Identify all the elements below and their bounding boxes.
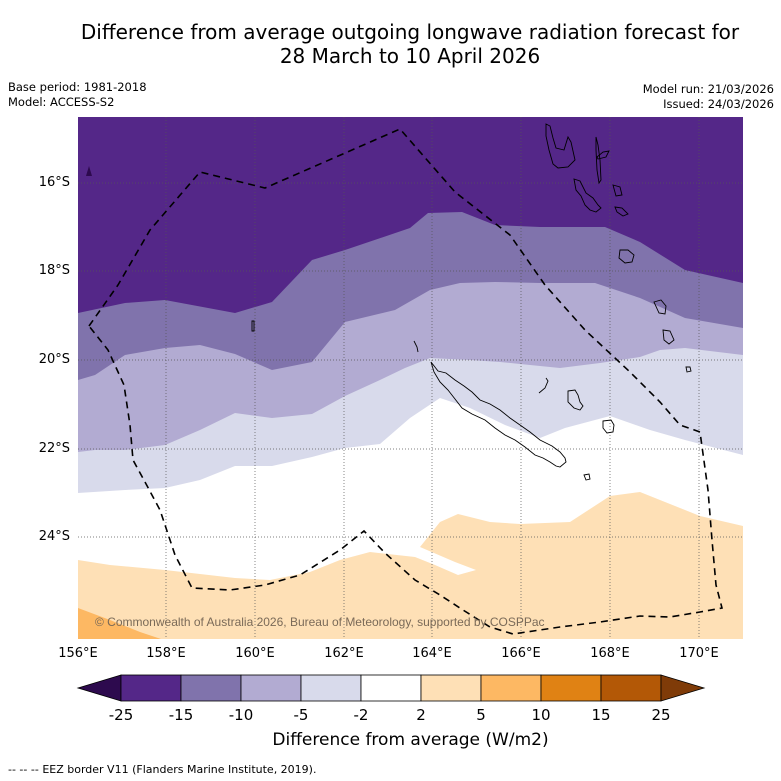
map-plot-area: © Commonwealth of Australia 2026, Bureau… [78, 117, 743, 639]
meta-left: Base period: 1981-2018 Model: ACCESS-S2 [8, 80, 147, 110]
lat-tick-label: 20°S [38, 352, 70, 367]
model-name: Model: ACCESS-S2 [8, 95, 115, 109]
lon-tick-label: 156°E [58, 646, 98, 661]
coastline-ouvea [538, 377, 549, 394]
footer-legend: -- -- -- EEZ border V11 (Flanders Marine… [8, 763, 316, 776]
map-copyright: © Commonwealth of Australia 2026, Bureau… [95, 615, 545, 629]
colorbar-bin-pos5-pos10 [480, 674, 542, 702]
issued-date: Issued: 24/03/2026 [663, 97, 774, 111]
colorbar-tick-label: -5 [293, 706, 309, 724]
lon-tick-label: 166°E [501, 646, 541, 661]
eez-border [88, 128, 723, 635]
colorbar-label: Difference from average (W/m2) [272, 730, 549, 750]
coastline-small-island [251, 320, 255, 332]
anomaly-band-pos5-pos10 [78, 608, 161, 639]
eez-legend-text: EEZ border V11 (Flanders Marine Institut… [42, 763, 317, 776]
coastline-pentecost [612, 184, 623, 197]
colorbar-tick-label: -10 [228, 706, 254, 724]
base-period: Base period: 1981-2018 [8, 80, 147, 94]
lon-tick-label: 170°E [679, 646, 719, 661]
colorbar-extend-high [660, 674, 706, 702]
title-line-1: Difference from average outgoing longwav… [80, 20, 740, 44]
coastline-belep [413, 340, 419, 353]
colorbar-tick-label: 2 [416, 706, 426, 724]
anomaly-band-pos2-pos5 [78, 492, 743, 639]
coastline-maewo [595, 136, 602, 185]
coastlines [251, 123, 692, 481]
lon-tick-label: 158°E [146, 646, 186, 661]
coastline-espiritu-santo [545, 123, 576, 169]
lon-tick-label: 162°E [324, 646, 364, 661]
coastline-tanna [662, 329, 675, 345]
colorbar-extend-low [76, 674, 122, 702]
graticule [78, 117, 743, 639]
colorbar-bin-neg10-neg5 [240, 674, 302, 702]
lat-tick-label: 16°S [38, 175, 70, 190]
coastline-malekula [573, 178, 602, 213]
lat-tick-label: 18°S [38, 263, 70, 278]
colorbar-tick-label: -25 [108, 706, 134, 724]
colorbar-tick-label: -15 [168, 706, 194, 724]
coastline-erromango [653, 299, 667, 315]
lon-tick-label: 168°E [590, 646, 630, 661]
coastline-new-caledonia [430, 361, 567, 468]
colorbar-tick-label: 5 [476, 706, 486, 724]
coastline-mare [602, 419, 615, 434]
colorbar [76, 674, 706, 702]
lat-tick-label: 24°S [38, 529, 70, 544]
coastline-aneityum [685, 366, 692, 373]
coastline-isle-of-pines [583, 473, 591, 481]
coastline-efate [618, 249, 635, 264]
coastline-epi [614, 206, 629, 217]
chart-title: Difference from average outgoing longwav… [0, 20, 781, 68]
colorbar-bin-pos15-pos25 [600, 674, 662, 702]
colorbar-tick-label: 15 [591, 706, 611, 724]
eez-legend-dash: -- -- -- [8, 763, 39, 776]
colorbar-bin-pos10-pos15 [540, 674, 602, 702]
title-line-2: 28 March to 10 April 2026 [279, 44, 541, 68]
coastline-ambae [596, 150, 610, 160]
colorbar-bin-neg15-neg10 [180, 674, 242, 702]
colorbar-bin-neg5-neg2 [300, 674, 362, 702]
lat-tick-label: 22°S [38, 441, 70, 456]
model-run: Model run: 21/03/2026 [642, 82, 774, 96]
coastline-lifou [567, 389, 584, 411]
colorbar-tick-label: -2 [353, 706, 369, 724]
colorbar-bin-neg2-pos2 [360, 674, 422, 702]
colorbar-tick-label: 25 [651, 706, 671, 724]
colorbar-bin-pos2-pos5 [420, 674, 482, 702]
lon-tick-label: 164°E [412, 646, 452, 661]
lon-tick-label: 160°E [235, 646, 275, 661]
colorbar-tick-label: 10 [531, 706, 551, 724]
anomaly-spot [86, 166, 92, 176]
colorbar-bin-neg25-neg15 [120, 674, 182, 702]
meta-right: Model run: 21/03/2026 Issued: 24/03/2026 [643, 82, 774, 112]
